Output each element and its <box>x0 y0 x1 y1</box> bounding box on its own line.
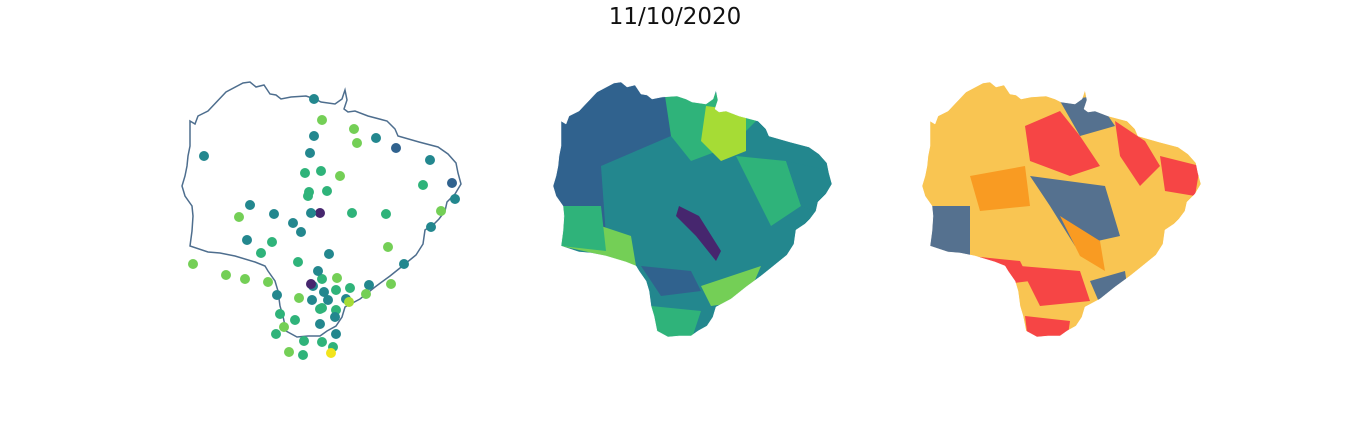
map-point <box>263 277 273 287</box>
region-south-red2 <box>1020 266 1090 306</box>
map-point <box>267 237 277 247</box>
map-point <box>316 166 326 176</box>
map-point <box>425 155 435 165</box>
map-point <box>256 248 266 258</box>
region-north-red <box>1025 111 1100 176</box>
map-point <box>317 274 327 284</box>
map-point <box>290 315 300 325</box>
map-point <box>331 285 341 295</box>
map-point <box>298 350 308 360</box>
map-point <box>309 131 319 141</box>
region-northeast-red <box>1115 121 1160 186</box>
map-point <box>352 138 362 148</box>
map-point <box>386 279 396 289</box>
map-point <box>313 266 323 276</box>
region-south-blue <box>641 266 701 296</box>
region-orange-strip <box>1060 216 1105 271</box>
map-point <box>240 274 250 284</box>
map-point <box>293 257 303 267</box>
map-point <box>324 249 334 259</box>
region-dark-strip <box>676 206 721 261</box>
map-point <box>344 297 354 307</box>
map-point <box>347 208 357 218</box>
region-east-red <box>1160 156 1200 196</box>
map-point <box>242 235 252 245</box>
map-point <box>300 168 310 178</box>
region-west-green <box>553 206 606 251</box>
map-point <box>279 322 289 332</box>
map-point <box>345 283 355 293</box>
map-point <box>371 133 381 143</box>
map-point <box>426 222 436 232</box>
map-point <box>299 336 309 346</box>
map-point <box>335 171 345 181</box>
map-point <box>271 329 281 339</box>
map-point <box>383 242 393 252</box>
map-point <box>326 348 336 358</box>
map-point <box>294 293 304 303</box>
region-west-gray <box>922 206 970 281</box>
map-point <box>269 209 279 219</box>
points-map-panel <box>181 81 462 360</box>
map-point <box>315 319 325 329</box>
figure-title: 11/10/2020 <box>608 4 742 30</box>
map-point <box>275 309 285 319</box>
region-north-yellowgreen <box>701 106 746 161</box>
map-point <box>381 209 391 219</box>
map-point <box>349 124 359 134</box>
map-point <box>288 218 298 228</box>
map-point <box>303 191 313 201</box>
map-point <box>332 273 342 283</box>
map-point <box>391 143 401 153</box>
map-point <box>307 295 317 305</box>
choropleth-categorical-panel <box>921 81 1202 338</box>
map-point <box>272 290 282 300</box>
region-east-green <box>736 156 801 226</box>
map-point <box>309 94 319 104</box>
map-point <box>331 329 341 339</box>
map-point <box>447 178 457 188</box>
region-center-gray <box>1030 176 1120 246</box>
map-point <box>188 259 198 269</box>
map-point <box>284 347 294 357</box>
map-point <box>315 208 325 218</box>
map-point <box>221 270 231 280</box>
map-point <box>305 148 315 158</box>
map-point <box>199 151 209 161</box>
map-point <box>306 279 316 289</box>
map-point <box>306 208 316 218</box>
map-point <box>361 289 371 299</box>
map-point <box>436 206 446 216</box>
map-point <box>296 227 306 237</box>
map-point <box>330 312 340 322</box>
map-point <box>450 194 460 204</box>
region-south-yellow <box>681 342 701 356</box>
map-point <box>418 180 428 190</box>
map-point <box>315 304 325 314</box>
choropleth-continuous-panel <box>552 81 833 356</box>
map-point <box>245 200 255 210</box>
map-point <box>317 337 327 347</box>
map-point <box>323 295 333 305</box>
map-point <box>319 287 329 297</box>
map-point <box>317 115 327 125</box>
region-south-green <box>651 306 701 337</box>
map-point <box>322 186 332 196</box>
map-point <box>364 280 374 290</box>
region-center-orange <box>970 166 1030 211</box>
map-point <box>234 212 244 222</box>
map-point <box>399 259 409 269</box>
